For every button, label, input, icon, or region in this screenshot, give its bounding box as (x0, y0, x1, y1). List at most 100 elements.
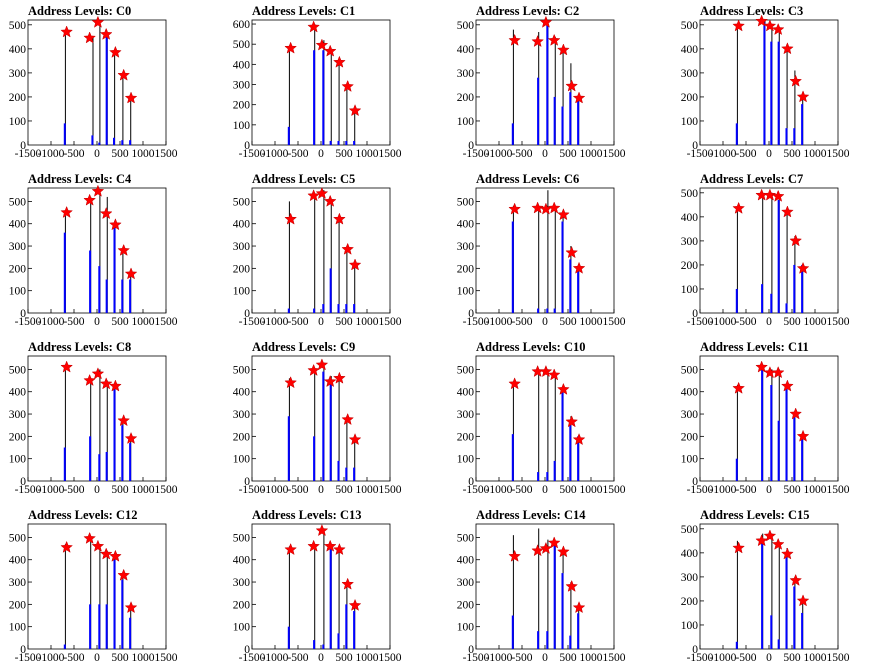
y-tick-label: 200 (681, 260, 699, 272)
x-tick-label: 0 (542, 652, 548, 664)
star-marker (781, 205, 794, 218)
x-tick-label: -1000 (486, 316, 513, 328)
blue-bar (329, 140, 332, 145)
y-tick-label: 100 (681, 620, 699, 632)
panel-title: Address Levels: C10 (476, 340, 586, 354)
y-tick-label: 200 (9, 599, 27, 611)
blue-bar (337, 460, 340, 481)
blue-bar (313, 436, 316, 481)
x-tick-label: 1000 (132, 484, 155, 496)
star-marker (565, 415, 579, 428)
star-marker (531, 34, 545, 48)
x-tick-label: 1000 (580, 652, 603, 664)
star-marker (557, 208, 570, 221)
blue-bar (770, 293, 773, 313)
y-tick-label: 300 (233, 409, 251, 421)
blue-bar (322, 304, 325, 313)
blue-bar (337, 304, 340, 313)
y-tick-label: 100 (457, 622, 475, 634)
blue-bar (313, 640, 316, 649)
x-tick-label: 1000 (804, 484, 827, 496)
histogram-panel: Address Levels: C8 100 200 300 400 500 0 -1500-… (0, 336, 224, 504)
star-marker (755, 14, 769, 27)
star-marker (572, 91, 586, 104)
x-tick-label: 1500 (379, 484, 402, 496)
x-tick-label: 0 (542, 316, 548, 328)
blue-bar (735, 641, 738, 649)
star-marker (557, 545, 570, 558)
blue-bar (329, 546, 332, 649)
x-tick-label: 1500 (603, 148, 626, 160)
y-tick-label: 200 (9, 431, 27, 443)
panel-title: Address Levels: C15 (700, 508, 810, 522)
x-tick-label: -1500 (687, 484, 714, 496)
x-tick-label: -500 (63, 484, 84, 496)
y-tick-label: 200 (457, 431, 475, 443)
histogram-panel: Address Levels: C0 100 200 300 400 500 0 -1500-… (0, 0, 224, 168)
y-tick-label: 300 (681, 572, 699, 584)
blue-bar (113, 387, 116, 481)
y-tick-label: 400 (681, 387, 699, 399)
blue-bar (105, 279, 108, 313)
blue-bar (313, 50, 316, 145)
panel-title: Address Levels: C6 (476, 172, 580, 186)
blue-bar (98, 266, 101, 313)
blue-bar (735, 458, 738, 481)
histogram-panel: Address Levels: C6 100 200 300 400 500 0 -1500-… (448, 168, 672, 336)
blue-bar (577, 613, 580, 649)
x-tick-label: 500 (559, 148, 577, 160)
star-marker (307, 363, 321, 376)
panel-title: Address Levels: C4 (28, 172, 132, 186)
star-marker (771, 189, 785, 202)
x-tick-label: 0 (766, 484, 772, 496)
star-marker (771, 22, 785, 36)
star-marker (781, 379, 794, 392)
x-tick-label: 0 (94, 652, 100, 664)
blue-bar (801, 264, 804, 313)
blue-bar (329, 380, 332, 481)
y-tick-label: 200 (681, 92, 699, 104)
star-marker (763, 19, 777, 32)
star-marker (547, 201, 561, 214)
blue-bar (63, 232, 66, 313)
y-tick-label: 200 (457, 92, 475, 104)
star-marker (307, 539, 321, 552)
star-marker (315, 38, 329, 51)
y-tick-label: 0 (692, 476, 698, 488)
x-tick-label: -500 (735, 316, 756, 328)
blue-bar (98, 454, 101, 481)
plot-frame (475, 523, 615, 650)
x-tick-label: -500 (287, 316, 308, 328)
star-marker (771, 366, 785, 379)
x-tick-label: 500 (111, 316, 129, 328)
blue-bar (793, 414, 796, 481)
x-tick-label: 500 (111, 652, 129, 664)
y-tick-label: 300 (9, 577, 27, 589)
x-tick-label: 1000 (804, 316, 827, 328)
star-marker (789, 74, 803, 87)
x-tick-label: -1500 (463, 148, 490, 160)
x-tick-label: 1500 (603, 316, 626, 328)
x-tick-label: -1000 (710, 484, 737, 496)
blue-bar (561, 389, 564, 481)
star-marker (60, 205, 74, 218)
blue-bar (761, 540, 764, 649)
blue-bar (553, 96, 556, 145)
plot-frame (251, 19, 391, 146)
blue-bar (569, 425, 572, 481)
blue-bar (121, 579, 124, 649)
y-tick-label: 100 (9, 622, 27, 634)
star-marker (117, 68, 131, 81)
y-tick-label: 200 (9, 263, 27, 275)
blue-bar (89, 436, 92, 481)
x-tick-label: -1000 (38, 484, 65, 496)
histogram-panel: Address Levels: C1 100 200 300 400 500 600 0 -15… (224, 0, 448, 168)
panel-title: Address Levels: C1 (252, 4, 356, 18)
x-tick-label: -1500 (239, 484, 266, 496)
star-marker (284, 212, 298, 225)
blue-bar (561, 106, 564, 145)
star-marker (565, 246, 579, 259)
